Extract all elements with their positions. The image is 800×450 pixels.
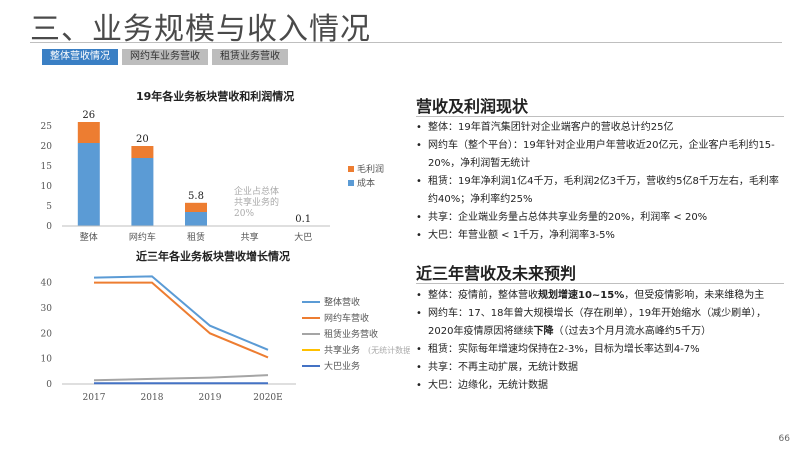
list-item: 租赁：19年净利润1亿4千万，毛利润2亿3千万，营收约5亿8千万左右，毛利率约4…: [414, 173, 786, 209]
chart-annotation: 企业占总体: [234, 185, 279, 197]
chart-annotation: (无统计数据): [368, 345, 410, 355]
legend-label: 共享业务: [324, 344, 360, 356]
list-item: 整体：19年首汽集团针对企业端客户的营收总计约25亿: [414, 119, 786, 137]
tab-bar: 整体营收情况 网约车业务营收 租赁业务营收: [42, 49, 288, 65]
list-item: 共享：企业端业务量占总体共享业务量的20%，利润率 < 20%: [414, 209, 786, 227]
data-label: 0.1: [295, 214, 311, 225]
bar-chart: 0 5 10 15 20 25 26 整体 20 网约车 5.8 租赁 共享 0.1 大巴 企业占总体共享业务…: [41, 110, 384, 243]
legend-swatch: [348, 166, 354, 172]
list-item: 大巴：边缘化，无统计数据: [414, 377, 786, 395]
series-line: [93, 374, 269, 382]
list-item: 共享：不再主动扩展，无统计数据: [414, 359, 786, 377]
y-tick-label: 20: [41, 142, 53, 152]
section-heading-forecast: 近三年营收及未来预判: [416, 264, 577, 283]
series-line: [93, 275, 269, 351]
tab-overall-revenue[interactable]: 整体营收情况: [42, 49, 118, 65]
bar-segment: [131, 146, 154, 158]
series-line: [94, 281, 269, 359]
legend-label: 整体营收: [324, 296, 360, 308]
y-tick-label: 0: [46, 380, 52, 390]
chart-annotation: 20%: [234, 209, 254, 219]
legend-label: 毛利润: [357, 163, 384, 175]
x-tick-label: 2018: [141, 393, 164, 403]
section-divider-1: [416, 116, 784, 117]
list-item: 网约车：17、18年曾大规模增长（存在刷单），19年开始缩水（减少刷单），202…: [414, 305, 786, 341]
x-tick-label: 2020E: [253, 393, 282, 403]
y-tick-label: 20: [41, 329, 53, 339]
bar-segment: [185, 212, 207, 226]
y-tick-label: 5: [46, 202, 52, 212]
y-tick-label: 10: [41, 182, 53, 192]
legend-label: 租赁业务营收: [324, 328, 378, 340]
legend-label: 网约车营收: [324, 312, 369, 324]
list-item: 租赁：实际每年增速均保持在2-3%，目标为增长率达到4-7%: [414, 341, 786, 359]
bar-segment: [185, 202, 207, 212]
bar-segment: [131, 158, 154, 226]
legend-label: 成本: [357, 177, 375, 189]
page-title: 三、业务规模与收入情况: [30, 12, 371, 47]
section1-bullet-list: 整体：19年首汽集团针对企业端客户的营收总计约25亿 网约车（整个平台）：19年…: [414, 119, 786, 245]
x-tick-label: 2017: [83, 393, 106, 403]
tab-ride-hailing-revenue[interactable]: 网约车业务营收: [122, 49, 208, 65]
data-label: 20: [136, 134, 149, 145]
data-label: 26: [82, 110, 95, 121]
y-tick-label: 15: [41, 162, 53, 172]
list-item: 整体：疫情前，整体营收规划增速10~15%，但受疫情影响，未来维稳为主: [414, 287, 786, 305]
x-tick-label: 网约车: [129, 231, 156, 243]
section-heading-revenue-profit: 营收及利润现状: [416, 97, 529, 116]
line-chart-title: 近三年各业务板块营收增长情况: [136, 250, 290, 263]
tab-rental-revenue[interactable]: 租赁业务营收: [212, 49, 288, 65]
section-divider-2: [416, 283, 784, 284]
bar-segment: [77, 143, 100, 226]
x-tick-label: 大巴: [294, 231, 312, 243]
title-divider: [30, 42, 782, 43]
legend-swatch: [348, 180, 354, 186]
list-item: 网约车（整个平台）：19年针对企业用户年营收近20亿元，企业客户毛利约15-20…: [414, 137, 786, 173]
legend-label: 大巴业务: [324, 360, 360, 372]
data-label: 5.8: [188, 191, 204, 202]
bar-segment: [77, 122, 100, 143]
y-tick-label: 40: [41, 279, 53, 289]
bar-chart-title: 19年各业务板块营收和利润情况: [136, 90, 295, 103]
section2-bullet-list: 整体：疫情前，整体营收规划增速10~15%，但受疫情影响，未来维稳为主 网约车：…: [414, 287, 786, 395]
x-tick-label: 租赁: [187, 231, 205, 243]
list-item: 大巴：年营业额 < 1千万，净利润率3-5%: [414, 227, 786, 245]
line-chart: 0 10 20 30 40 2017 2018 2019 2020E 整体营收网约车营收租赁业务营…: [41, 275, 410, 403]
x-tick-label: 2019: [199, 393, 222, 403]
y-tick-label: 0: [46, 222, 52, 232]
x-tick-label: 整体: [80, 231, 98, 243]
y-tick-label: 30: [41, 304, 53, 314]
y-tick-label: 10: [41, 355, 53, 365]
y-tick-label: 25: [41, 122, 53, 132]
x-tick-label: 共享: [241, 231, 259, 243]
page-number: 66: [778, 434, 790, 444]
chart-annotation: 共享业务的: [234, 196, 279, 208]
